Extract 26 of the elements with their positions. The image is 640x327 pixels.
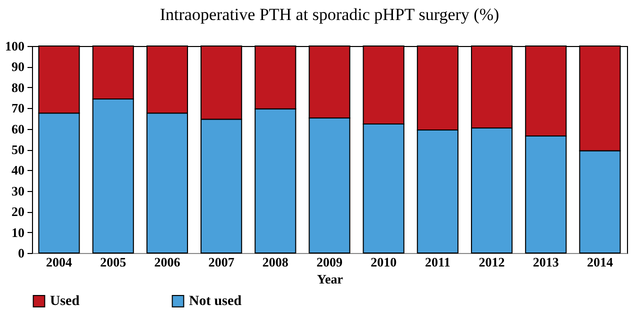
y-tick-label: 50 (12, 142, 24, 157)
x-tick-label: 2004 (46, 254, 73, 270)
y-tick-label: 60 (12, 121, 24, 136)
x-tick-label: 2007 (208, 254, 235, 270)
y-tick-label: 30 (12, 183, 24, 198)
chart-title: Intraoperative PTH at sporadic pHPT surgery (%) (160, 5, 500, 24)
legend-label: Used (50, 294, 80, 310)
y-tick-label: 20 (12, 204, 24, 220)
x-tick-label: 2012 (478, 254, 505, 270)
x-tick-label: 2005 (100, 254, 127, 270)
y-tick-label: 90 (12, 59, 24, 74)
y-tick-label: 70 (12, 100, 24, 116)
x-tick-label: 2014 (586, 254, 614, 270)
legend-label: Not used (189, 294, 242, 310)
x-tick-label: 2013 (532, 254, 560, 270)
x-tick-label: 2011 (425, 254, 450, 270)
y-tick-label: 40 (12, 162, 24, 178)
x-tick-label: 2006 (154, 254, 181, 270)
x-tick-label: 2009 (316, 254, 343, 270)
y-tick-label: 0 (18, 246, 24, 260)
y-tick-label: 100 (5, 38, 24, 54)
y-tick-label: 80 (12, 80, 24, 95)
x-axis-title: Year (317, 272, 344, 286)
y-tick-label: 10 (12, 224, 24, 240)
x-tick-label: 2010 (370, 254, 397, 270)
x-tick-label: 2008 (262, 254, 289, 270)
